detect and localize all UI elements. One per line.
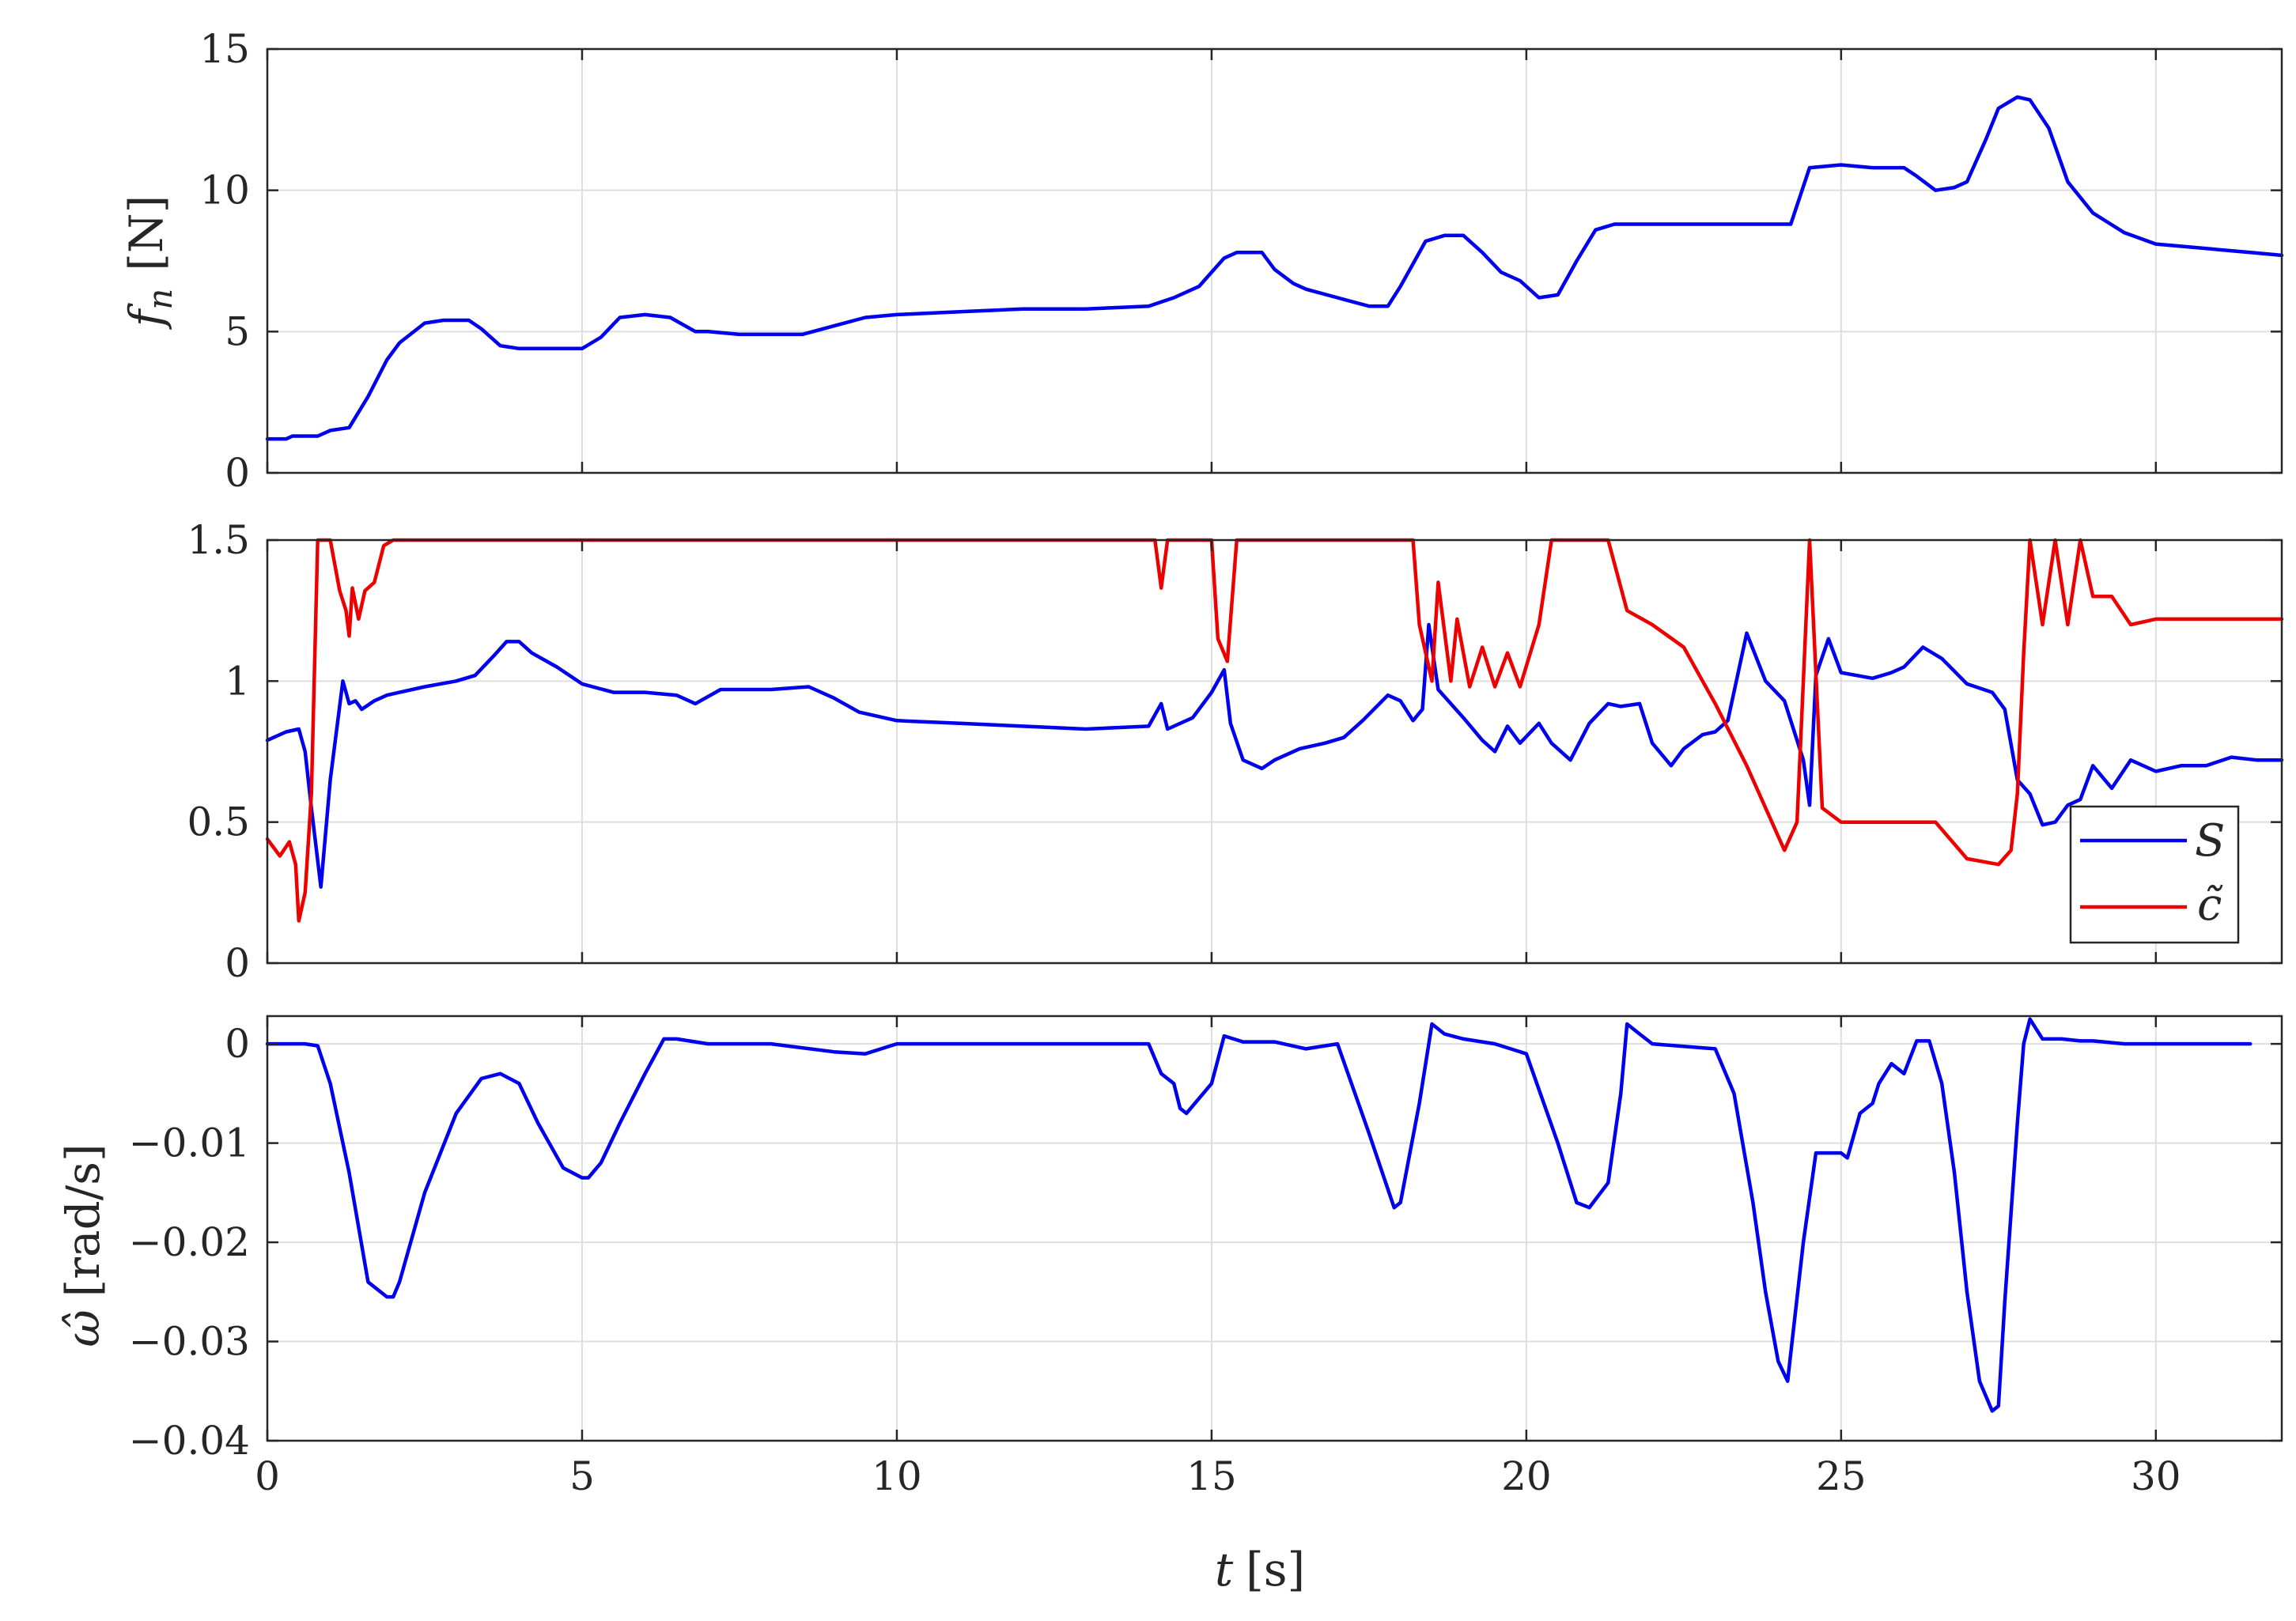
legend-label-s: S	[2195, 815, 2225, 867]
bottom-xtick-label-25: 25	[1816, 1453, 1867, 1499]
bottom-xtick-label-15: 15	[1186, 1453, 1237, 1499]
bottom-panel-series	[265, 1017, 2253, 1413]
bottom-xtick-label-20: 20	[1501, 1453, 1552, 1499]
top-ytick-label-10: 10	[199, 168, 250, 213]
bottom-panel-ticks: 0 5 10 15 20 25 30 0 −0.01 −0.02 −0.03 −0.04	[129, 1016, 2282, 1499]
middle-panel-ticks: 0 0.5 1 1.5	[187, 517, 2282, 986]
top-ytick-label-15: 15	[199, 26, 250, 72]
middle-panel-series	[265, 538, 2284, 923]
bottom-ytick-label-0: 0	[225, 1021, 250, 1067]
middle-ytick-label-1.5: 1.5	[187, 517, 250, 563]
bottom-ytick-label--0.03: −0.03	[129, 1319, 250, 1365]
legend: S c̃	[2069, 805, 2240, 944]
bottom-ytick-label--0.04: −0.04	[129, 1418, 250, 1464]
top-panel-frame	[266, 47, 2283, 474]
bottom-panel-omega: 0 5 10 15 20 25 30 0 −0.01 −0.02 −0.03 −0.04 ω̂[rad…	[56, 1015, 2283, 1596]
middle-ytick-label-0.5: 0.5	[187, 799, 250, 845]
middle-series-line-series-1	[265, 538, 2284, 923]
bottom-xtick-label-10: 10	[872, 1453, 922, 1499]
middle-panel-frame	[266, 538, 2283, 965]
bottom-panel-ylabel: ω̂[rad/s]	[56, 1143, 110, 1347]
top-panel-ticks: 0 5 10 15	[199, 26, 2282, 496]
bottom-ytick-label--0.01: −0.01	[129, 1120, 250, 1166]
bottom-series-line-0	[265, 1017, 2253, 1413]
middle-panel-s-c: 0 0.5 1 1.5 S c̃	[187, 517, 2284, 986]
top-series-line-0	[265, 95, 2284, 441]
x-axis-label: t [s]	[1215, 1543, 1305, 1596]
top-ytick-label-5: 5	[225, 308, 250, 354]
top-ytick-label-0: 0	[225, 450, 250, 496]
bottom-panel-frame	[266, 1015, 2283, 1442]
middle-ytick-label-0: 0	[225, 940, 250, 986]
middle-series-line-series-0	[265, 622, 2284, 889]
legend-label-c: c̃	[2197, 879, 2223, 931]
bottom-xtick-label-5: 5	[569, 1453, 595, 1499]
bottom-xtick-label-30: 30	[2131, 1453, 2181, 1499]
middle-ytick-label-1: 1	[225, 658, 250, 704]
bottom-xtick-label-0: 0	[255, 1453, 280, 1499]
bottom-ytick-label--0.02: −0.02	[129, 1219, 250, 1265]
top-panel-series	[265, 95, 2284, 441]
